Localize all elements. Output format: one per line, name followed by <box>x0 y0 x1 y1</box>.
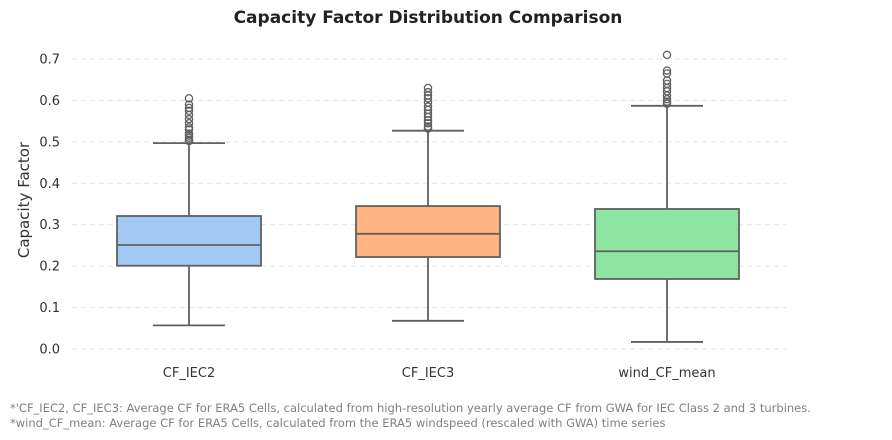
outlier-point <box>184 100 194 109</box>
y-axis-label: Capacity Factor <box>15 141 33 258</box>
y-tick-label: 0.2 <box>39 260 60 275</box>
box-cf-iec3 <box>355 83 501 322</box>
y-tick-label: 0.0 <box>39 343 60 358</box>
outlier-point <box>184 114 194 124</box>
outlier-point <box>184 106 194 116</box>
outlier-point <box>423 94 433 103</box>
x-tick-label: CF_IEC3 <box>402 366 454 381</box>
y-tick-label: 0.4 <box>39 177 60 192</box>
x-tick-label: wind_CF_mean <box>618 366 715 381</box>
footnote-line-1: *'CF_IEC2, CF_IEC3: Average CF for ERA5 … <box>10 401 811 415</box>
y-tick-label: 0.5 <box>39 135 60 150</box>
y-tick-label: 0.3 <box>39 218 60 233</box>
outlier-point <box>662 97 672 106</box>
outlier-point <box>184 129 194 138</box>
outlier-point <box>423 83 433 93</box>
iqr-box <box>355 205 501 258</box>
outlier-point <box>423 87 433 97</box>
grid-lines <box>72 58 787 350</box>
outlier-point <box>662 66 672 75</box>
box-wind-cf-mean <box>594 50 740 343</box>
outlier-point <box>423 118 433 128</box>
outlier-point <box>662 79 672 89</box>
y-tick-label: 0.1 <box>39 301 60 316</box>
y-tick-label: 0.6 <box>39 94 60 109</box>
chart-title: Capacity Factor Distribution Comparison <box>233 8 623 28</box>
box-plots <box>116 50 740 343</box>
outlier-point <box>662 69 672 78</box>
outlier-point <box>662 94 672 104</box>
outlier-point <box>423 102 433 111</box>
outlier-point <box>662 50 672 60</box>
outlier-point <box>184 118 194 128</box>
y-tick-label: 0.7 <box>39 53 60 68</box>
outlier-point <box>184 103 194 113</box>
outlier-point <box>423 122 433 131</box>
iqr-box <box>116 215 262 267</box>
box-cf-iec2 <box>116 94 262 327</box>
footnote-line-2: *wind_CF_mean: Average CF for ERA5 Cells… <box>10 416 666 430</box>
outlier-point <box>184 94 194 103</box>
x-tick-label: CF_IEC2 <box>163 366 215 381</box>
x-axis: CF_IEC2 CF_IEC3 wind_CF_mean <box>163 366 716 381</box>
iqr-box <box>594 208 740 280</box>
y-axis: 0.0 0.1 0.2 0.3 0.4 0.5 0.6 0.7 <box>39 53 60 358</box>
outlier-point <box>184 123 194 132</box>
